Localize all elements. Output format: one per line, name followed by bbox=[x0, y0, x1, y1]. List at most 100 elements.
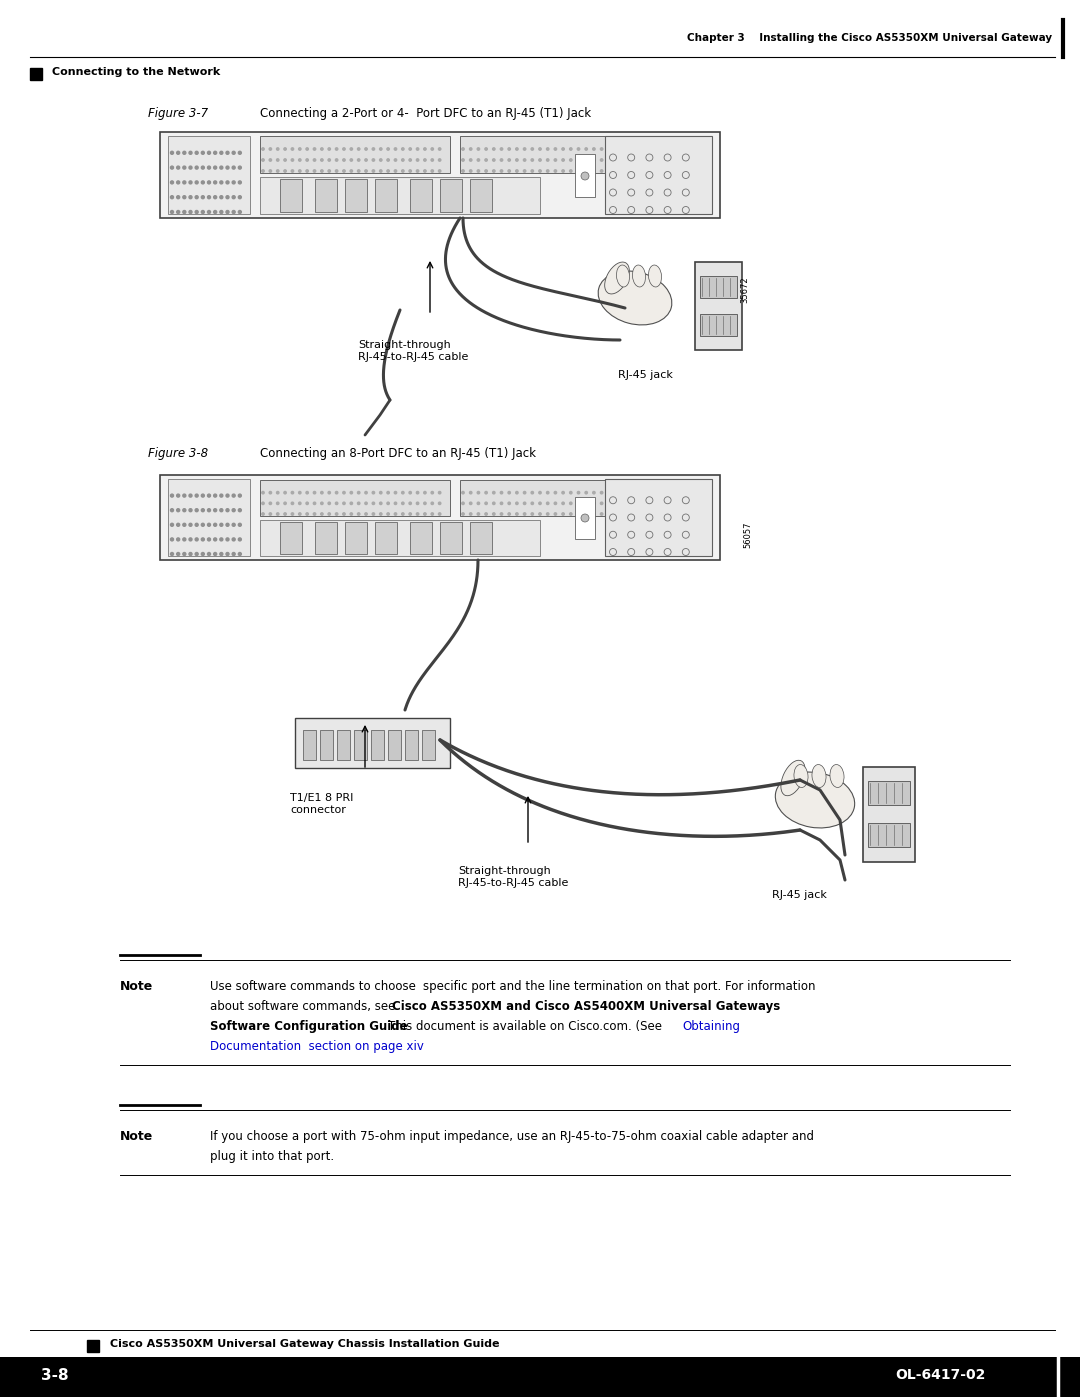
Text: Straight-through
RJ-45-to-RJ-45 cable: Straight-through RJ-45-to-RJ-45 cable bbox=[357, 339, 469, 362]
Circle shape bbox=[394, 148, 396, 151]
Circle shape bbox=[431, 513, 433, 515]
Circle shape bbox=[477, 513, 480, 515]
Circle shape bbox=[292, 513, 294, 515]
Bar bbox=[863, 767, 915, 862]
Circle shape bbox=[492, 170, 495, 172]
Circle shape bbox=[177, 509, 179, 511]
Circle shape bbox=[207, 196, 211, 198]
Circle shape bbox=[357, 148, 360, 151]
Circle shape bbox=[578, 170, 580, 172]
Circle shape bbox=[554, 502, 556, 504]
Text: Use software commands to choose: Use software commands to choose bbox=[210, 981, 416, 993]
Circle shape bbox=[387, 170, 389, 172]
Circle shape bbox=[562, 159, 565, 161]
Circle shape bbox=[207, 509, 211, 511]
Circle shape bbox=[546, 159, 549, 161]
Text: Software Configuration Guide: Software Configuration Guide bbox=[210, 1020, 407, 1032]
Text: plug it into that port.: plug it into that port. bbox=[210, 1150, 334, 1162]
Bar bbox=[30, 68, 42, 80]
Ellipse shape bbox=[794, 764, 808, 788]
Circle shape bbox=[438, 502, 441, 504]
Circle shape bbox=[201, 180, 204, 184]
Circle shape bbox=[276, 502, 279, 504]
Circle shape bbox=[201, 509, 204, 511]
Circle shape bbox=[226, 180, 229, 184]
Circle shape bbox=[220, 180, 222, 184]
Circle shape bbox=[171, 180, 174, 184]
Bar bbox=[460, 136, 620, 173]
Circle shape bbox=[373, 170, 375, 172]
Circle shape bbox=[508, 513, 511, 515]
Circle shape bbox=[171, 211, 174, 214]
Bar bbox=[575, 154, 595, 197]
Circle shape bbox=[492, 492, 495, 495]
Circle shape bbox=[387, 502, 389, 504]
Bar bbox=[388, 731, 401, 760]
Circle shape bbox=[214, 509, 217, 511]
Bar bbox=[375, 179, 397, 212]
Ellipse shape bbox=[829, 764, 845, 788]
Bar bbox=[260, 177, 540, 214]
Ellipse shape bbox=[598, 271, 672, 326]
Circle shape bbox=[207, 552, 211, 556]
Circle shape bbox=[608, 170, 610, 172]
Text: Connecting to the Network: Connecting to the Network bbox=[52, 67, 220, 77]
Circle shape bbox=[220, 196, 222, 198]
Circle shape bbox=[177, 538, 179, 541]
Circle shape bbox=[220, 495, 222, 497]
Circle shape bbox=[373, 492, 375, 495]
Text: specific port and the line termination on that port. For information: specific port and the line termination o… bbox=[423, 981, 815, 993]
Circle shape bbox=[357, 502, 360, 504]
Circle shape bbox=[462, 170, 464, 172]
Circle shape bbox=[462, 148, 464, 151]
Bar bbox=[315, 179, 337, 212]
Circle shape bbox=[438, 159, 441, 161]
Circle shape bbox=[585, 513, 588, 515]
Circle shape bbox=[214, 166, 217, 169]
Ellipse shape bbox=[633, 265, 646, 286]
Circle shape bbox=[409, 170, 411, 172]
Circle shape bbox=[508, 148, 511, 151]
Circle shape bbox=[313, 492, 315, 495]
Circle shape bbox=[342, 148, 346, 151]
Ellipse shape bbox=[648, 265, 662, 286]
Circle shape bbox=[207, 211, 211, 214]
Circle shape bbox=[232, 538, 235, 541]
Circle shape bbox=[306, 492, 309, 495]
Ellipse shape bbox=[812, 764, 826, 788]
Circle shape bbox=[585, 492, 588, 495]
Bar bbox=[0, 1356, 1080, 1397]
Bar bbox=[260, 520, 540, 556]
Circle shape bbox=[379, 159, 382, 161]
Circle shape bbox=[220, 211, 222, 214]
Circle shape bbox=[313, 148, 315, 151]
Circle shape bbox=[539, 513, 541, 515]
Circle shape bbox=[554, 159, 556, 161]
Circle shape bbox=[539, 159, 541, 161]
Circle shape bbox=[220, 151, 222, 154]
Circle shape bbox=[350, 148, 352, 151]
Circle shape bbox=[593, 159, 595, 161]
Circle shape bbox=[313, 159, 315, 161]
Circle shape bbox=[201, 211, 204, 214]
Text: RJ-45 jack: RJ-45 jack bbox=[772, 890, 827, 900]
Circle shape bbox=[423, 492, 427, 495]
Circle shape bbox=[171, 524, 174, 527]
Circle shape bbox=[171, 151, 174, 154]
Circle shape bbox=[232, 495, 235, 497]
Circle shape bbox=[306, 159, 309, 161]
Circle shape bbox=[226, 211, 229, 214]
Circle shape bbox=[379, 502, 382, 504]
Text: Note: Note bbox=[120, 1130, 153, 1143]
Circle shape bbox=[321, 159, 323, 161]
Circle shape bbox=[357, 513, 360, 515]
Circle shape bbox=[350, 513, 352, 515]
Circle shape bbox=[417, 513, 419, 515]
Bar bbox=[280, 179, 302, 212]
Circle shape bbox=[298, 159, 301, 161]
Circle shape bbox=[581, 514, 589, 522]
Circle shape bbox=[600, 148, 603, 151]
Bar bbox=[354, 731, 367, 760]
Circle shape bbox=[585, 502, 588, 504]
Circle shape bbox=[321, 492, 323, 495]
